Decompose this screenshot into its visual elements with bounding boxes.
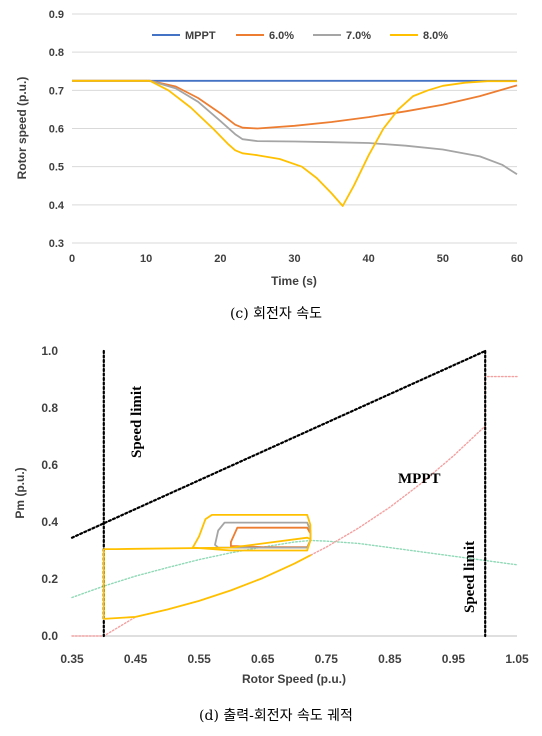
c-xtick-label: 0 [69, 253, 75, 265]
d-xtick-label: 0.45 [124, 652, 148, 666]
d-series-lines [70, 349, 518, 638]
c-series-line-2 [72, 79, 518, 176]
c-ytick-label: 0.8 [49, 47, 64, 59]
d-ytick-label: 0.6 [41, 458, 58, 472]
rotor-speed-chart: 0.3 0.4 0.5 0.6 0.7 0.8 0.9 0 10 20 30 40 50 60 Rotor… [15, 9, 523, 322]
d-xtick-label: 0.35 [60, 652, 84, 666]
c-xtick-label: 10 [140, 253, 152, 265]
c-gridlines [72, 13, 517, 244]
d-ytick-label: 0.8 [41, 401, 58, 415]
c-ytick-label: 0.4 [49, 200, 65, 212]
c-legend-label: 7.0% [346, 30, 371, 42]
d-xtick-label: 0.85 [378, 652, 402, 666]
d-ytick-label: 0.0 [41, 629, 58, 643]
caption-d: (d) 출력-회전자 속도 궤적 [199, 708, 353, 724]
c-xtick-label: 20 [214, 253, 226, 265]
caption-c: (c) 회전자 속도 [230, 306, 322, 322]
d-x-axis-title: Rotor Speed (p.u.) [242, 672, 346, 686]
d-series-line-3 [70, 349, 487, 539]
c-ytick-label: 0.3 [49, 238, 64, 250]
c-ytick-label: 0.5 [49, 162, 64, 174]
d-y-axis-title: Pm (p.u.) [13, 467, 27, 518]
speed-limit-left-label: Speed limit [129, 386, 145, 458]
c-ytick-label: 0.9 [49, 9, 64, 21]
mppt-annotation: MPPT [398, 471, 441, 487]
d-series-line-7 [102, 514, 312, 620]
c-legend-label: MPPT [185, 30, 216, 42]
c-series-line-1 [72, 79, 518, 130]
d-ytick-label: 0.2 [41, 572, 58, 586]
c-legend: MPPT 6.0% 7.0% 8.0% [152, 30, 448, 42]
c-xtick-label: 60 [511, 253, 523, 265]
c-xtick-label: 30 [288, 253, 300, 265]
d-tick-labels: 0.0 0.2 0.4 0.6 0.8 1.0 0.35 0.45 0.55 0.65 0.75 0.… [41, 344, 529, 666]
d-series-line-6 [214, 521, 312, 549]
c-y-axis-title: Rotor speed (p.u.) [15, 77, 29, 180]
d-xtick-label: 0.55 [187, 652, 211, 666]
c-x-axis-title: Time (s) [271, 274, 317, 288]
d-xtick-label: 1.05 [505, 652, 529, 666]
c-series-line-3 [72, 79, 517, 207]
d-xtick-label: 0.65 [251, 652, 275, 666]
c-ytick-label: 0.6 [49, 124, 64, 136]
d-ytick-label: 1.0 [41, 344, 58, 358]
c-legend-label: 8.0% [423, 30, 448, 42]
d-series-line-4 [71, 539, 518, 599]
c-tick-labels: 0.3 0.4 0.5 0.6 0.7 0.8 0.9 0 10 20 30 40 50 60 [49, 9, 523, 265]
d-series-line-5 [230, 526, 312, 548]
d-xtick-label: 0.75 [315, 652, 339, 666]
c-legend-label: 6.0% [269, 30, 294, 42]
d-ytick-label: 0.4 [41, 515, 58, 529]
c-series-lines [72, 79, 518, 207]
c-xtick-label: 50 [437, 253, 449, 265]
c-ytick-label: 0.7 [49, 85, 64, 97]
c-xtick-label: 40 [363, 253, 375, 265]
power-speed-trajectory-chart: 0.0 0.2 0.4 0.6 0.8 1.0 0.35 0.45 0.55 0.65 0.75 0.… [13, 344, 529, 724]
speed-limit-right-label: Speed limit [462, 541, 478, 613]
d-xtick-label: 0.95 [442, 652, 466, 666]
